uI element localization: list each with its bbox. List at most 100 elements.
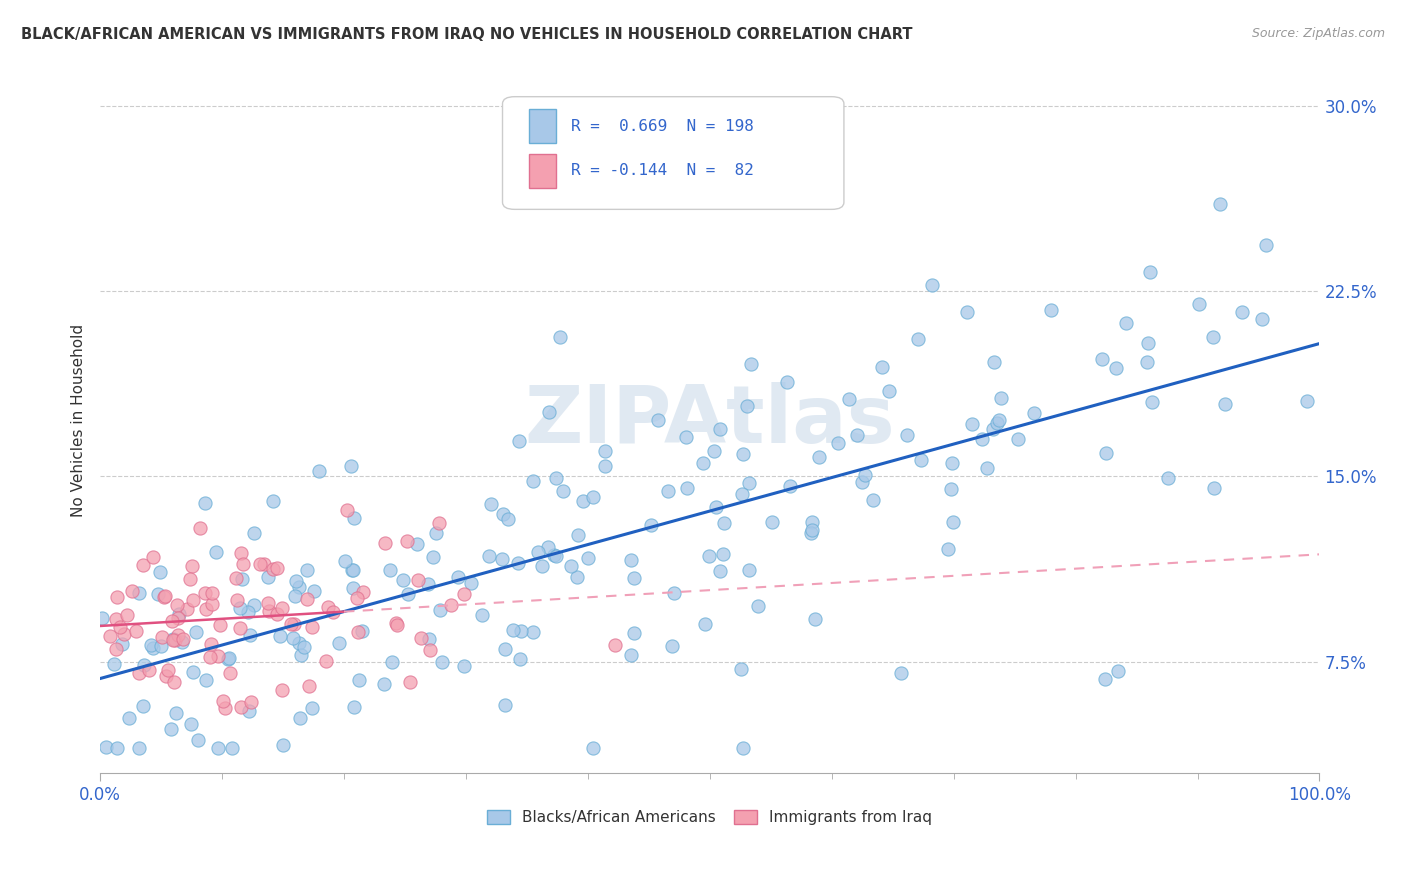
Point [316,600,339,615]
FancyBboxPatch shape [529,110,557,144]
Point [157,663,180,677]
Point [302,583,325,598]
Point [657,483,679,498]
Point [288,711,311,725]
Point [910,453,932,467]
Point [142,640,165,655]
Point [374,536,396,550]
Point [494,642,516,657]
Point [346,625,368,640]
Point [738,475,761,490]
Point [132,558,155,572]
Point [212,694,235,708]
Point [492,507,515,521]
Point [730,662,752,676]
Point [103,657,125,671]
Point [184,625,207,640]
Point [1137,335,1160,350]
Point [827,435,849,450]
Point [214,700,236,714]
Point [128,741,150,756]
Point [242,526,264,541]
Point [207,741,229,756]
Point [872,359,894,374]
Point [479,497,502,511]
Point [1091,352,1114,367]
Point [342,563,364,577]
Point [1232,304,1254,318]
Point [200,637,222,651]
Point [105,641,128,656]
Point [988,413,1011,427]
Point [165,633,187,648]
Point [322,606,344,620]
Point [738,563,761,577]
Point [153,589,176,603]
Point [167,607,190,622]
Point [853,467,876,482]
Point [838,392,860,406]
Point [527,545,550,559]
Point [217,652,239,666]
Point [976,461,998,475]
Point [385,615,408,630]
Point [281,631,304,645]
Point [231,546,253,560]
FancyBboxPatch shape [529,153,557,187]
Point [508,556,530,570]
Point [301,620,323,634]
Point [693,616,716,631]
Point [676,481,699,495]
Point [581,741,603,756]
Point [194,586,217,600]
Point [406,573,429,587]
Point [228,621,250,635]
Point [418,632,440,646]
Point [1202,330,1225,344]
Point [808,450,831,465]
Point [236,605,259,619]
Point [907,332,929,346]
Point [713,547,735,561]
Point [162,632,184,647]
Point [553,483,575,498]
Point [132,698,155,713]
Point [343,511,366,525]
Point [692,456,714,470]
Point [262,493,284,508]
Point [188,520,211,534]
Point [1007,433,1029,447]
Point [232,557,254,571]
Point [225,571,247,585]
Point [1107,665,1129,679]
Point [936,541,959,556]
Point [890,665,912,680]
Point [1140,394,1163,409]
Point [229,700,252,714]
Point [352,584,374,599]
Point [238,704,260,718]
Point [105,612,128,626]
Point [249,558,271,572]
Point [453,658,475,673]
Point [128,665,150,680]
Point [697,549,720,563]
Point [1136,354,1159,368]
Point [179,572,201,586]
Point [845,428,868,442]
Point [150,630,173,644]
Point [1115,316,1137,330]
Point [740,357,762,371]
Point [761,515,783,529]
Point [460,576,482,591]
Point [531,558,554,573]
Point [181,593,204,607]
Point [373,677,395,691]
Point [1139,265,1161,279]
Point [266,607,288,621]
Point [295,592,318,607]
Point [105,590,128,604]
Point [243,599,266,613]
Point [148,587,170,601]
Point [209,617,232,632]
